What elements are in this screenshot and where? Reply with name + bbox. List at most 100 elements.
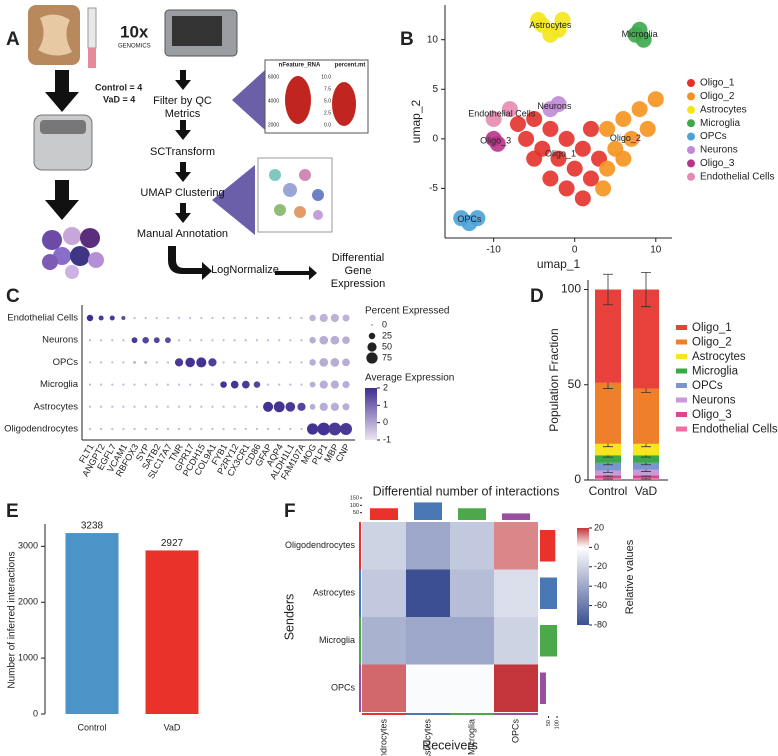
expression-dot <box>222 316 225 320</box>
heat-cell <box>406 664 450 712</box>
expression-dot <box>111 405 114 408</box>
bar-segment <box>633 455 659 463</box>
expression-dot <box>208 358 217 367</box>
expression-dot <box>233 316 236 320</box>
expression-dot <box>342 403 350 411</box>
col-group-bar <box>406 713 450 715</box>
expression-dot <box>255 316 259 320</box>
heat-cell <box>362 569 406 617</box>
expression-dot <box>88 383 92 386</box>
colorbar-label: 2 <box>383 382 388 392</box>
colorbar-label: 0 <box>594 542 599 552</box>
expression-dot <box>241 380 250 389</box>
x-tick-label: -10 <box>486 245 501 256</box>
incoming-bar <box>414 502 442 520</box>
cell-point <box>542 170 559 187</box>
violin <box>285 76 311 124</box>
expression-dot <box>222 339 225 342</box>
error-bar <box>603 273 613 306</box>
cell-point <box>582 170 599 187</box>
expression-dot <box>266 427 270 431</box>
colorbar <box>577 528 589 625</box>
size-legend-label: 75 <box>382 352 392 362</box>
legend-label: Oligo_3 <box>692 409 732 421</box>
expression-dot <box>342 336 350 345</box>
panel-letter: D <box>530 286 544 307</box>
cell-point <box>526 150 543 167</box>
legend-label: Oligo_2 <box>700 91 735 102</box>
expression-dot <box>342 358 350 367</box>
y-axis-label: Population Fraction <box>547 328 561 431</box>
expression-dot <box>263 401 274 412</box>
expression-dot <box>306 423 319 435</box>
heat-cell <box>406 569 450 617</box>
expression-dot <box>289 339 292 342</box>
expression-dot <box>300 339 303 342</box>
expression-dot <box>88 405 92 408</box>
row-label: Astrocytes <box>313 588 356 598</box>
cell-point <box>574 190 591 207</box>
legend-swatch <box>676 339 687 345</box>
y-tick-label: 100 <box>561 282 581 296</box>
pipette-tip <box>88 48 96 68</box>
workflow-step: Differential Gene Expression <box>330 252 386 290</box>
row-label: Microglia <box>319 635 355 645</box>
expression-dot <box>111 361 114 364</box>
umap-inset-clusters <box>269 169 324 220</box>
side-axis-label: 100 <box>554 720 560 729</box>
bar-segment <box>595 470 621 476</box>
expression-dot <box>330 335 340 345</box>
cell-point <box>558 130 575 147</box>
expression-dot <box>133 360 136 364</box>
expression-dot <box>233 361 236 364</box>
legend-label: Oligo_2 <box>692 337 732 349</box>
expression-dot <box>319 358 329 367</box>
expression-dot <box>100 427 103 431</box>
legend-label: Oligo_1 <box>692 322 732 334</box>
y-tick-label: 0 <box>33 708 38 718</box>
expression-dot <box>122 405 125 408</box>
panel-letter: E <box>6 501 19 522</box>
cell-point <box>647 91 664 108</box>
bar-segment <box>633 443 659 456</box>
heat-cell <box>406 617 450 665</box>
expression-dot <box>342 314 350 322</box>
expression-dot <box>144 405 147 408</box>
expression-dot <box>98 315 104 321</box>
bar-segment <box>595 382 621 444</box>
expression-dot <box>155 361 158 364</box>
expression-dot <box>278 316 281 320</box>
expression-dot <box>122 361 125 364</box>
row-group-bar <box>359 617 361 665</box>
expression-dot <box>253 381 261 388</box>
expression-dot <box>222 427 225 431</box>
cell-point <box>550 150 567 167</box>
cell-point <box>631 101 648 118</box>
cell-point <box>599 160 616 177</box>
expression-dot <box>155 427 158 431</box>
y-tick-label: -5 <box>429 183 438 194</box>
inset-tick: 7.5 <box>324 86 331 92</box>
expression-dot <box>309 336 316 344</box>
expression-dot <box>255 361 259 364</box>
cell-point <box>574 140 591 157</box>
row-group-bar <box>359 664 361 712</box>
legend-label: Microglia <box>700 118 740 129</box>
legend-swatch <box>687 146 695 154</box>
expression-dot <box>233 405 236 408</box>
bar-segment <box>633 462 659 470</box>
col-label: Oligodendrocytes <box>378 719 388 756</box>
expression-dot <box>278 383 281 386</box>
cell-point <box>558 180 575 197</box>
cell-point <box>582 120 599 137</box>
expression-dot <box>266 361 270 364</box>
expression-dot <box>133 427 136 431</box>
expression-dot <box>155 316 158 320</box>
row-label: Microglia <box>40 379 79 390</box>
expression-dot <box>133 405 136 408</box>
bar-segment <box>595 455 621 463</box>
value-label: 3238 <box>81 521 104 532</box>
expression-dot <box>189 405 192 408</box>
cell-point <box>550 96 567 113</box>
expression-dot <box>200 339 203 342</box>
